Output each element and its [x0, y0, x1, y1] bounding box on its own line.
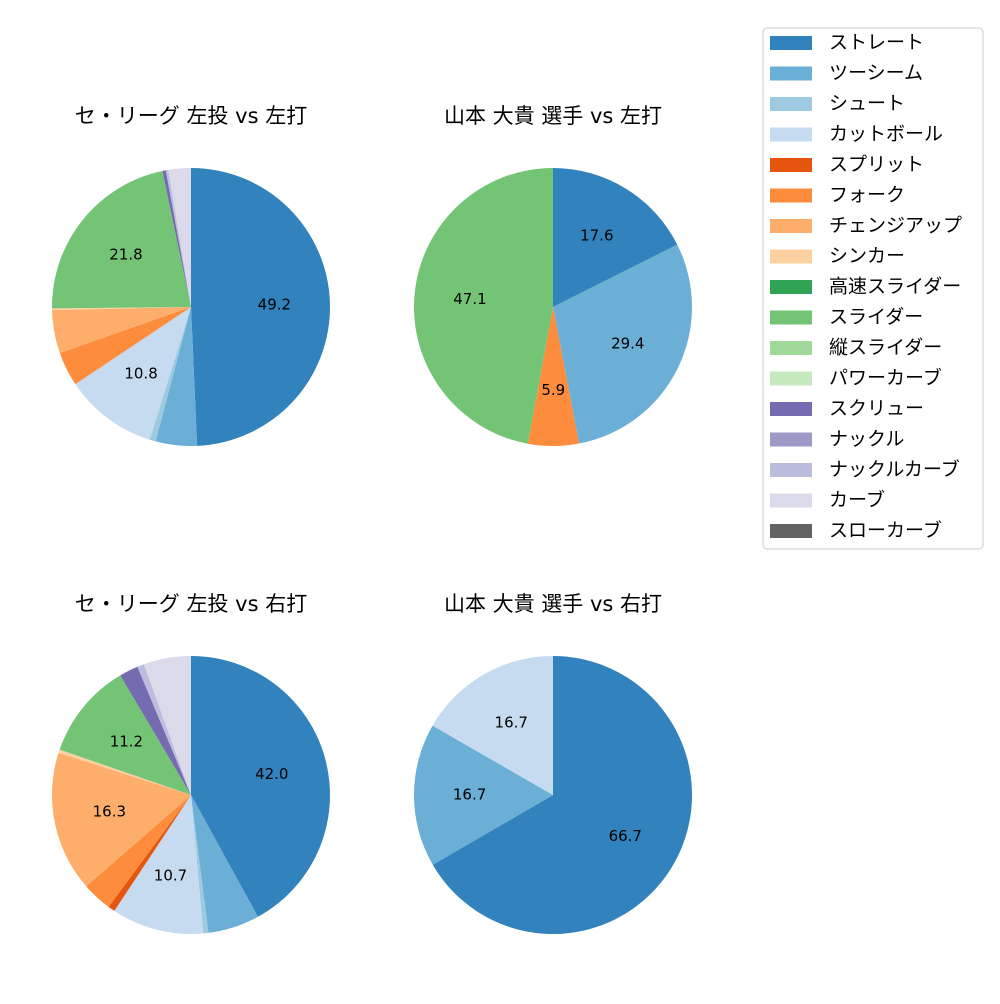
value-label: 11.2: [110, 733, 143, 751]
value-label: 47.1: [453, 290, 486, 308]
legend-label: チェンジアップ: [829, 215, 962, 237]
legend-label: スライダー: [829, 306, 923, 328]
pie-slice: [432, 656, 693, 935]
legend-label: パワーカーブ: [829, 366, 942, 389]
legend-swatch: [770, 249, 812, 264]
value-label: 16.3: [93, 802, 126, 820]
legend-label: ナックル: [829, 428, 904, 450]
legend-label: ツーシーム: [829, 62, 923, 84]
pie-slice: [414, 725, 553, 865]
legend-swatch: [770, 402, 812, 416]
legend-swatch: [770, 463, 812, 477]
legend-label: スクリュー: [829, 398, 924, 420]
pie-slice: [108, 795, 191, 911]
value-label: 10.8: [124, 364, 157, 382]
pie-slice: [52, 307, 191, 353]
value-label: 29.4: [611, 334, 644, 352]
pie-slice: [149, 307, 191, 442]
pie-slice: [191, 795, 209, 934]
legend-swatch: [770, 280, 812, 294]
legend-label: シンカー: [829, 245, 905, 267]
pie-slice: [191, 795, 258, 933]
legend-swatch: [770, 97, 812, 111]
pie-slice: [432, 656, 553, 795]
legend-box: [762, 27, 984, 550]
pie-slice: [155, 307, 198, 446]
value-label: 42.0: [255, 765, 288, 783]
legend-swatch: [770, 158, 812, 172]
legend-swatch: [770, 432, 812, 447]
pie-slice: [120, 666, 191, 795]
value-label: 5.9: [541, 381, 565, 399]
pie-slice: [114, 795, 204, 934]
pie-slice: [191, 656, 330, 917]
legend-swatch: [770, 310, 812, 325]
value-label: 49.2: [258, 296, 291, 314]
value-label: 16.7: [495, 713, 528, 731]
value-label: 66.7: [609, 827, 642, 845]
chart-title: 山本 大貴 選手 vs 右打: [444, 592, 662, 616]
legend-label: 縦スライダー: [829, 337, 942, 359]
legend-label: 高速スライダー: [829, 276, 961, 298]
value-label: 21.8: [109, 245, 142, 263]
pie-slice: [52, 170, 192, 309]
chart-title: 山本 大貴 選手 vs 左打: [444, 104, 662, 128]
legend-swatch: [770, 188, 812, 203]
legend-label: ストレート: [829, 32, 924, 54]
pie-slice: [162, 170, 191, 307]
pie-slice: [553, 244, 692, 444]
legend-label: カーブ: [829, 488, 885, 511]
legend-label: シュート: [829, 93, 905, 115]
legend-swatch: [770, 127, 812, 142]
value-label: 17.6: [580, 227, 613, 245]
pie-slice: [58, 749, 191, 795]
chart-title: セ・リーグ 左投 vs 右打: [75, 592, 307, 616]
legend-label: カットボール: [829, 123, 943, 145]
legend-label: ナックルカーブ: [829, 458, 960, 481]
pie-slice: [52, 307, 192, 311]
value-label: 16.7: [453, 786, 486, 804]
pie-slice: [59, 307, 191, 385]
legend-swatch: [770, 371, 812, 386]
value-label: 10.7: [154, 866, 187, 884]
pie-slice: [59, 675, 192, 795]
legend-swatch: [770, 36, 812, 50]
pie-slice: [165, 169, 191, 307]
pie-slice: [75, 307, 191, 440]
pie-slice: [168, 168, 191, 307]
legend-label: スプリット: [829, 154, 924, 176]
legend-swatch: [770, 66, 812, 81]
pie-slice: [527, 307, 580, 446]
pie-slice: [52, 752, 192, 887]
legend-label: フォーク: [829, 184, 905, 206]
legend-swatch: [770, 493, 812, 508]
chart-title: セ・リーグ 左投 vs 左打: [75, 104, 307, 128]
pie-slice: [137, 664, 191, 795]
pie-slice: [86, 795, 191, 907]
legend-label: スローカーブ: [829, 519, 942, 542]
legend-swatch: [770, 219, 812, 233]
legend-swatch: [770, 341, 812, 355]
pie-slice: [553, 168, 678, 307]
pie-slice: [413, 168, 553, 444]
legend-swatch: [770, 524, 812, 538]
pie-slice: [191, 168, 331, 446]
pie-slice: [143, 656, 191, 795]
